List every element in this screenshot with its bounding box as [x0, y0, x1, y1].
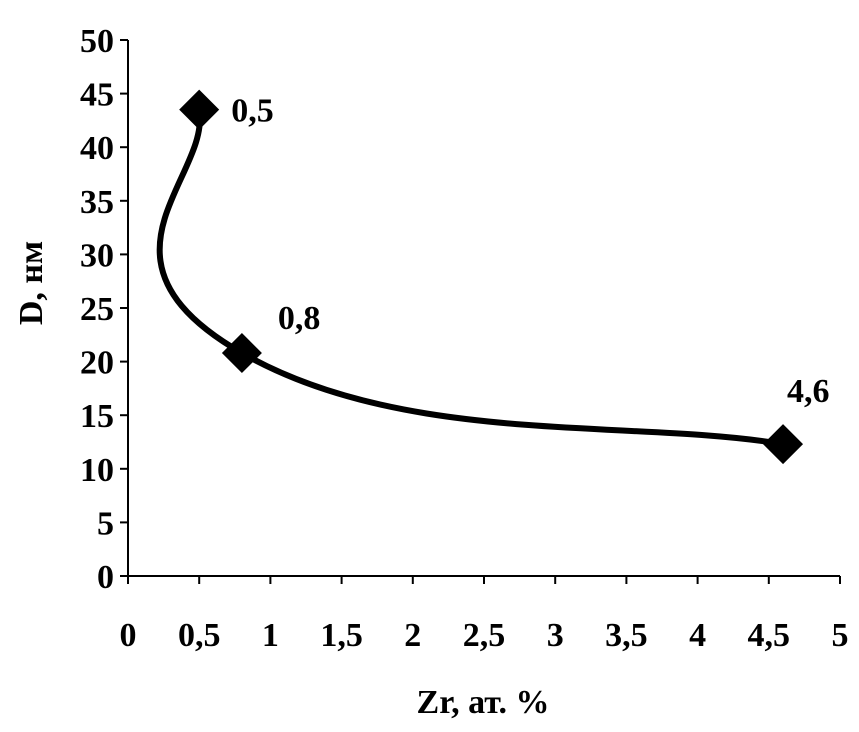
x-tick-label: 0,5	[178, 617, 221, 654]
y-tick-label: 25	[80, 291, 114, 328]
x-axis-title: Zr, ат. %	[417, 684, 550, 721]
x-tick-label: 1,5	[320, 617, 363, 654]
markers	[179, 89, 804, 465]
y-tick-label: 45	[80, 77, 114, 114]
axis-ticks: 0 5 10 15 20 25 30 35 40 45 50 0 0,5 1 1,5 2 2,5 3 3,5 4 4,5…	[80, 23, 849, 654]
y-tick-label: 30	[80, 237, 114, 274]
x-tick-label: 1	[262, 617, 279, 654]
data-point-label: 4,6	[787, 373, 830, 410]
data-point-label: 0,5	[231, 93, 274, 130]
y-tick-label: 15	[80, 398, 114, 435]
data-point-marker	[179, 89, 220, 130]
x-tick-label: 2	[404, 617, 421, 654]
y-tick-label: 35	[80, 184, 114, 221]
y-tick-label: 10	[80, 452, 114, 489]
y-tick-label: 5	[97, 505, 114, 542]
x-tick-label: 4	[689, 617, 706, 654]
y-tick-label: 0	[97, 559, 114, 596]
x-tick-label: 3,5	[605, 617, 648, 654]
data-labels: 0,5 0,8 4,6	[231, 93, 829, 410]
data-point-label: 0,8	[278, 300, 321, 337]
x-tick-label: 5	[832, 617, 849, 654]
x-tick-label: 2,5	[463, 617, 506, 654]
y-axis-title: D, нм	[13, 241, 50, 325]
data-point-marker	[763, 424, 804, 465]
series-line	[156, 109, 784, 448]
x-tick-label: 4,5	[748, 617, 791, 654]
x-tick-label: 3	[547, 617, 564, 654]
data-point-marker	[221, 333, 262, 374]
x-tick-label: 0	[120, 617, 137, 654]
y-tick-label: 50	[80, 23, 114, 60]
series-line-layer	[156, 109, 784, 448]
y-tick-label: 40	[80, 130, 114, 167]
y-tick-label: 20	[80, 345, 114, 382]
